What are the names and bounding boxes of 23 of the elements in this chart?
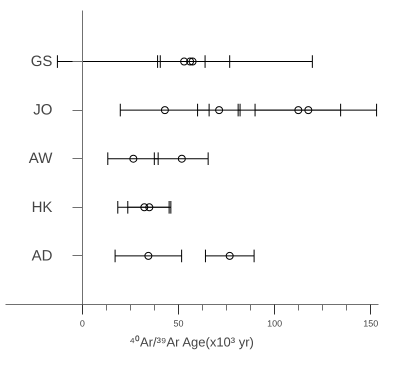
point bbox=[226, 252, 234, 260]
y-tick-label: JO bbox=[33, 102, 52, 119]
point bbox=[178, 154, 186, 163]
point bbox=[215, 106, 224, 114]
point bbox=[144, 252, 152, 260]
point bbox=[160, 106, 169, 114]
y-tick-label: HK bbox=[32, 198, 52, 216]
x-tick-label: 150 bbox=[363, 318, 378, 328]
point bbox=[304, 106, 312, 114]
x-tick-label: 100 bbox=[267, 318, 282, 328]
point bbox=[294, 106, 302, 114]
y-tick-label: AD bbox=[32, 247, 53, 264]
y-tick-label: AW bbox=[28, 150, 54, 168]
x-axis-title: ⁴⁰Ar/³⁹Ar Age(x10³ yr) bbox=[129, 334, 254, 350]
point bbox=[129, 154, 138, 163]
y-tick-label: GS bbox=[30, 53, 52, 70]
point bbox=[140, 203, 148, 212]
point bbox=[180, 58, 188, 66]
point bbox=[188, 58, 197, 66]
point bbox=[145, 203, 154, 212]
x-tick-label: 50 bbox=[174, 318, 184, 328]
point bbox=[186, 58, 194, 66]
x-tick-label: 0 bbox=[80, 318, 85, 328]
